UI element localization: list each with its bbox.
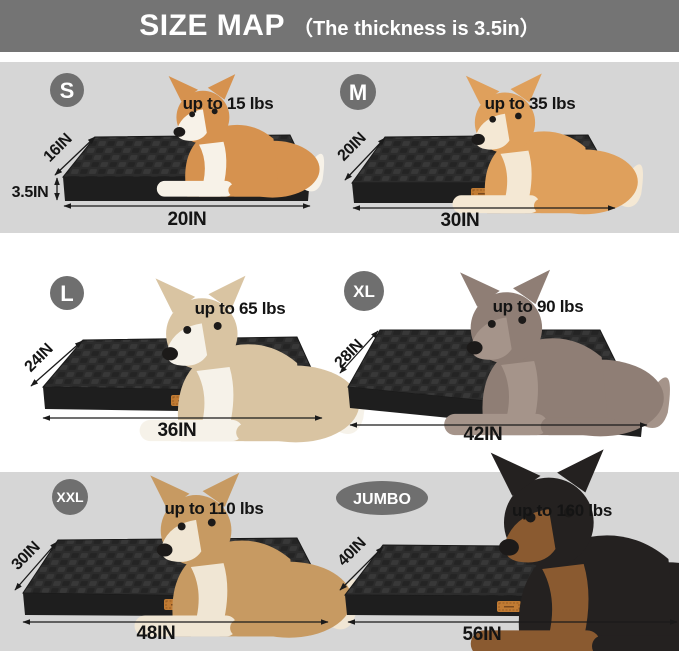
badge-label: XXL [56,489,84,505]
width-dimension-label: 48IN [137,623,176,644]
size-panel-m: M up to 35 lbs 20IN 30IN [335,56,679,233]
doberman-dog-icon [470,449,679,651]
width-dimension-label: 42IN [464,424,503,445]
size-badge: XL [344,271,384,311]
width-dimension-label: 20IN [168,209,207,230]
badge-label: XL [353,282,375,301]
badge-label: L [60,281,73,306]
weight-limit-label: up to 110 lbs [164,499,263,518]
depth-arrow [14,541,58,591]
badge-label: M [349,80,367,105]
size-badge: L [50,276,84,310]
badge-label: JUMBO [353,491,411,508]
size-panel-s: S up to 15 lbs 16IN 3.5IN 20IN [0,56,340,233]
depth-arrow [54,136,96,176]
size-panel-jumbo: JUMBO up to 160 lbs 40IN 56IN [335,449,679,651]
bed-brand-tag-icon [497,601,521,612]
size-panel-xl: XL up to 90 lbs 28IN 42IN [332,245,679,445]
weight-limit-label: up to 160 lbs [512,501,612,520]
page-title: SIZE MAP [139,9,285,42]
size-badge: XXL [52,479,88,515]
depth-dimension-label: 24IN [22,341,57,376]
depth-arrow [339,546,384,591]
size-panel-xxl: XXL up to 110 lbs 30IN 48IN [0,468,358,651]
width-dimension-label: 36IN [158,420,197,441]
thickness-label: 3.5IN [12,184,49,201]
header-bar: SIZE MAP （The thickness is 3.5in） [0,0,679,52]
width-dimension-label: 56IN [463,624,502,645]
weight-limit-label: up to 65 lbs [195,299,286,318]
weight-limit-label: up to 35 lbs [485,94,576,113]
weight-limit-label: up to 15 lbs [183,94,274,113]
size-panel-l: L up to 65 lbs 24IN 36IN [0,245,366,445]
depth-dimension-label: 30IN [9,539,44,574]
depth-dimension-label: 40IN [335,535,370,570]
size-badge: S [50,73,84,107]
width-dimension-label: 30IN [441,210,480,231]
thickness-note: （The thickness is 3.5in） [292,17,540,40]
badge-label: S [60,78,75,103]
depth-arrow [344,137,386,181]
size-badge: M [340,74,376,110]
depth-arrow [30,340,83,387]
weight-limit-label: up to 90 lbs [493,297,584,316]
size-badge: JUMBO [336,481,428,515]
depth-arrow [339,330,379,374]
